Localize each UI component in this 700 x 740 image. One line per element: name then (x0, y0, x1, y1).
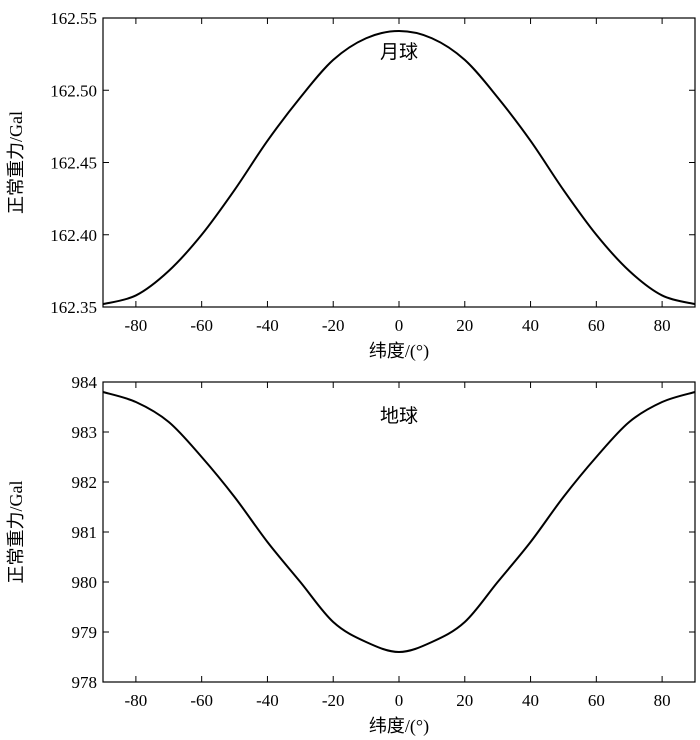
y-axis-title: 正常重力/Gal (6, 111, 26, 214)
x-tick-label: -20 (322, 691, 345, 710)
x-tick-label: 20 (456, 316, 473, 335)
x-tick-label: 60 (588, 316, 605, 335)
x-tick-label: 40 (522, 691, 539, 710)
y-tick-label: 982 (72, 473, 98, 492)
y-tick-label: 978 (72, 673, 98, 692)
x-tick-label: 20 (456, 691, 473, 710)
chart-panel-2: -80 -60 -40 -20 0 20 40 60 80 978 979 980 981 982 983 9… (6, 373, 696, 737)
series-line-1 (102, 391, 696, 654)
series-line-1 (102, 30, 696, 306)
x-tick-label: -20 (322, 316, 345, 335)
y-tick-label: 162.35 (50, 298, 97, 317)
x-tick-label: 80 (654, 691, 671, 710)
x-tick-label: -40 (256, 691, 279, 710)
x-axis-title: 纬度/(°) (369, 341, 429, 362)
plot-frame (102, 381, 696, 683)
y-tick-label: 162.55 (50, 9, 97, 28)
y-tick-label: 979 (72, 623, 98, 642)
y-axis-title: 正常重力/Gal (6, 481, 26, 584)
x-tick-label: -80 (125, 691, 148, 710)
x-tick-label: 0 (395, 316, 404, 335)
y-tick-label: 981 (72, 523, 98, 542)
y-tick-label: 980 (72, 573, 98, 592)
x-tick-label: -80 (125, 316, 148, 335)
x-tick-label: 40 (522, 316, 539, 335)
y-tick-label: 162.45 (50, 154, 97, 173)
x-tick-label: 60 (588, 691, 605, 710)
x-axis-title: 纬度/(°) (369, 716, 429, 737)
y-tick-label: 984 (72, 373, 98, 392)
x-tick-label: 0 (395, 691, 404, 710)
chart-panel-1: -80 -60 -40 -20 0 20 40 60 80 162.35 162.40 162.45 1… (6, 9, 696, 362)
x-tick-label: 80 (654, 316, 671, 335)
panel-annotation: 地球 (380, 405, 418, 427)
x-tick-label: -60 (190, 691, 213, 710)
y-tick-label: 983 (72, 423, 98, 442)
x-tick-label: -40 (256, 316, 279, 335)
x-tick-label: -60 (190, 316, 213, 335)
y-tick-label: 162.50 (50, 81, 97, 100)
y-tick-label: 162.40 (50, 226, 97, 245)
panel-annotation: 月球 (380, 41, 418, 63)
